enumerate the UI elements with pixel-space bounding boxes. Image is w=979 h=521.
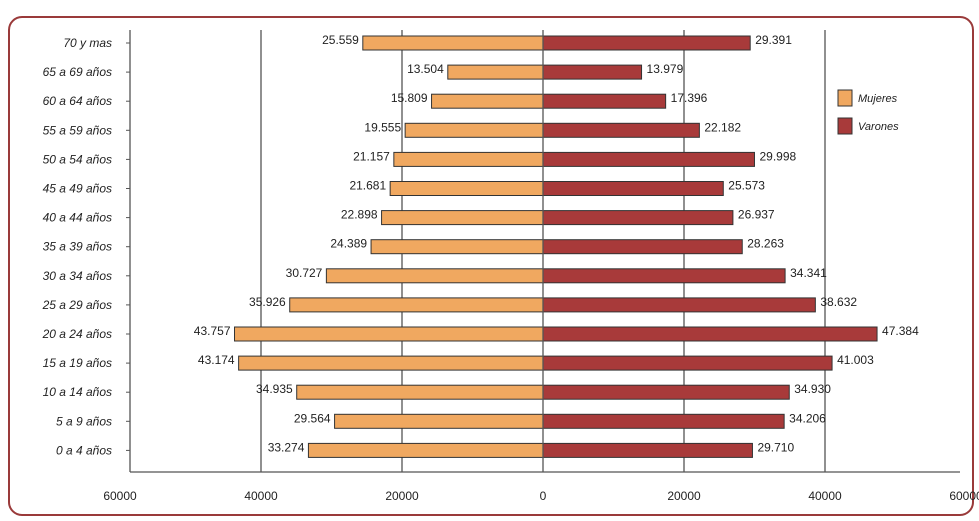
value-label-mujeres: 30.727 [286, 266, 323, 280]
age-group-label: 20 a 24 años [42, 327, 112, 341]
value-label-varones: 13.979 [647, 62, 684, 76]
bar-mujeres [238, 355, 544, 371]
bar-varones [542, 326, 878, 342]
bar-mujeres [404, 122, 544, 138]
bar-varones [542, 384, 790, 400]
legend-swatch-mujeres [837, 89, 853, 107]
bar-mujeres [389, 181, 544, 196]
age-group-label: 70 y mas [63, 36, 112, 50]
value-label-varones: 22.182 [704, 120, 741, 134]
bar-mujeres [370, 239, 544, 255]
value-label-varones: 34.930 [794, 382, 831, 396]
legend-swatch-varones [837, 117, 853, 135]
bar-varones [542, 151, 755, 167]
age-group-label: 10 a 14 años [43, 385, 112, 399]
x-tick-label: 20000 [667, 489, 701, 503]
value-label-mujeres: 43.174 [198, 353, 235, 367]
value-label-varones: 28.263 [747, 237, 784, 251]
value-label-mujeres: 43.757 [194, 324, 231, 338]
x-tick-label: 40000 [244, 489, 278, 503]
age-group-label: 65 a 69 años [43, 65, 112, 79]
age-group-label: 50 a 54 años [43, 152, 112, 166]
bar-varones [542, 181, 724, 196]
age-group-label: 5 a 9 años [56, 414, 112, 428]
value-label-varones: 34.341 [790, 266, 827, 280]
value-label-varones: 38.632 [820, 295, 857, 309]
bar-varones [542, 64, 643, 80]
bar-varones [542, 355, 833, 371]
age-group-label: 35 a 39 años [43, 240, 112, 254]
value-label-varones: 41.003 [837, 353, 874, 367]
bar-mujeres [307, 442, 544, 458]
value-label-mujeres: 24.389 [330, 237, 367, 251]
value-label-varones: 25.573 [728, 179, 765, 193]
bar-mujeres [234, 326, 544, 342]
age-group-label: 55 a 59 años [43, 123, 112, 137]
age-group-label: 25 a 29 años [42, 298, 112, 312]
bar-varones [542, 122, 700, 138]
bar-varones [542, 210, 734, 226]
value-label-mujeres: 33.274 [268, 440, 305, 454]
age-group-label: 15 a 19 años [43, 356, 112, 370]
age-group-label: 40 a 44 años [43, 211, 112, 225]
bar-mujeres [325, 268, 544, 284]
bar-varones [542, 297, 816, 313]
bar-varones [542, 442, 753, 458]
x-tick-label: 20000 [385, 489, 419, 503]
value-label-mujeres: 13.504 [407, 62, 444, 76]
bar-mujeres [393, 151, 544, 167]
bar-varones [542, 35, 751, 51]
bar-varones [542, 413, 785, 429]
value-label-mujeres: 29.564 [294, 411, 331, 425]
bar-mujeres [447, 64, 544, 80]
age-group-label: 60 a 64 años [43, 94, 112, 108]
bar-mujeres [431, 93, 544, 109]
value-label-mujeres: 19.555 [364, 120, 401, 134]
age-group-label: 30 a 34 años [43, 269, 112, 283]
bar-varones [542, 268, 786, 284]
x-tick-label: 60000 [103, 489, 137, 503]
legend-label-mujeres: Mujeres [858, 93, 898, 105]
value-label-mujeres: 35.926 [249, 295, 286, 309]
bar-mujeres [334, 413, 544, 429]
bar-mujeres [296, 384, 544, 400]
bar-mujeres [362, 35, 544, 51]
bar-varones [542, 239, 743, 255]
value-label-varones: 29.391 [755, 33, 792, 47]
x-tick-label: 40000 [808, 489, 842, 503]
value-label-varones: 17.396 [671, 91, 708, 105]
value-label-varones: 29.710 [757, 440, 794, 454]
value-label-mujeres: 25.559 [322, 33, 359, 47]
value-label-mujeres: 34.935 [256, 382, 293, 396]
value-label-varones: 26.937 [738, 208, 775, 222]
legend-label-varones: Varones [858, 121, 899, 133]
value-label-mujeres: 22.898 [341, 208, 378, 222]
age-group-label: 0 a 4 años [56, 443, 112, 457]
x-tick-label: 60000 [949, 489, 979, 503]
bar-varones [542, 93, 667, 109]
x-tick-label: 0 [540, 489, 547, 503]
bar-mujeres [381, 210, 544, 226]
age-group-label: 45 a 49 años [43, 182, 112, 196]
value-label-mujeres: 21.157 [353, 149, 390, 163]
value-label-mujeres: 21.681 [349, 179, 386, 193]
value-label-mujeres: 15.809 [391, 91, 428, 105]
value-label-varones: 47.384 [882, 324, 919, 338]
bar-mujeres [289, 297, 544, 313]
value-label-varones: 34.206 [789, 411, 826, 425]
value-label-varones: 29.998 [759, 149, 796, 163]
